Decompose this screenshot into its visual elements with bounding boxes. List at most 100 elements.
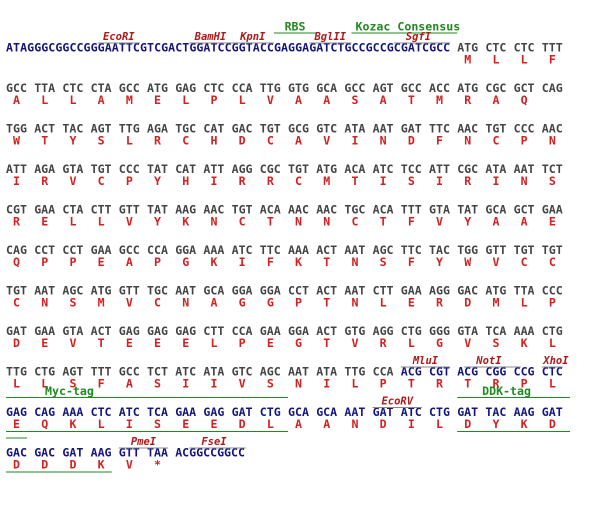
amino-acid: D (239, 417, 246, 431)
amino-acid: N (351, 296, 358, 310)
amino-acid: N (380, 134, 387, 148)
codon: GAA (34, 324, 55, 338)
amino-acid: L (13, 377, 20, 391)
codon: AGT (373, 81, 394, 95)
codon: AGA (147, 122, 168, 136)
amino-acid: F (98, 377, 105, 391)
amino-acid: S (267, 377, 274, 391)
amino-acid: P (41, 255, 48, 269)
amino-acid: E (549, 215, 556, 229)
amino-acid: T (323, 296, 330, 310)
codon: GTA (62, 162, 83, 176)
codon: ACA (260, 203, 281, 217)
amino-acid: A (295, 417, 302, 431)
amino-acid: L (126, 134, 133, 148)
codon: TAC (62, 122, 83, 136)
codon: GTC (232, 365, 253, 379)
amino-acid: P (210, 93, 217, 107)
codon: TTG (344, 365, 365, 379)
amino-acid: T (351, 174, 358, 188)
amino-acid: Q (41, 417, 48, 431)
amino-acid: E (41, 215, 48, 229)
amino-acid: * (154, 458, 161, 472)
amino-acid: A (380, 93, 387, 107)
codon: AAG (175, 203, 196, 217)
codon: ATG (457, 81, 478, 95)
codon: TTC (429, 122, 450, 136)
codon: TGT (485, 122, 506, 136)
amino-acid: A (492, 215, 499, 229)
codon: AGC (373, 243, 394, 257)
codon: GAT (6, 324, 27, 338)
amino-acid: T (323, 336, 330, 350)
amino-acid: I (13, 174, 20, 188)
amino-acid: A (126, 255, 133, 269)
codon: ATA (344, 122, 365, 136)
amino-acid: G (295, 336, 302, 350)
amino-acid: A (126, 377, 133, 391)
codon: ATC (175, 365, 196, 379)
amino-acid: L (69, 93, 76, 107)
codon: CCT (34, 243, 55, 257)
codon: CCA (373, 365, 394, 379)
amino-acid: D (464, 296, 471, 310)
codon: CTG (34, 365, 55, 379)
amino-acid: D (239, 134, 246, 148)
amino-acid: L (549, 336, 556, 350)
codon: CGC (485, 81, 506, 95)
amino-acid: C (549, 255, 556, 269)
codon: ATG (91, 284, 112, 298)
amino-acid: L (69, 215, 76, 229)
codon: CTG (429, 405, 450, 419)
amino-acid: S (98, 134, 105, 148)
amino-acid: C (154, 296, 161, 310)
amino-acid: L (351, 377, 358, 391)
amino-acid: T (98, 336, 105, 350)
amino-acid: I (408, 417, 415, 431)
codon: TTA (514, 284, 535, 298)
codon: GAG (147, 324, 168, 338)
codon: AGA (34, 162, 55, 176)
codon: ATA (485, 162, 506, 176)
codon: ATC (232, 243, 253, 257)
codon: ATT (203, 162, 224, 176)
codon: TGC (175, 122, 196, 136)
codon: GGA (232, 284, 253, 298)
amino-acid: P (549, 296, 556, 310)
amino-acid: R (267, 174, 274, 188)
amino-acid: P (69, 255, 76, 269)
amino-acid: F (408, 215, 415, 229)
codon: TAA (147, 446, 168, 460)
codon: GAG (175, 324, 196, 338)
codon: ACT (316, 324, 337, 338)
amino-acid: P (126, 174, 133, 188)
codon: TGT (91, 162, 112, 176)
amino-acid: I (210, 377, 217, 391)
amino-acid: K (182, 215, 189, 229)
amino-acid: L (210, 336, 217, 350)
site-label: BglII (313, 31, 346, 43)
codon: CTT (373, 284, 394, 298)
site-label: EcoRV (381, 396, 413, 408)
amino-acid: K (210, 255, 217, 269)
amino-acid: M (492, 296, 499, 310)
codon: ACT (34, 122, 55, 136)
codon: CCA (232, 81, 253, 95)
codon: AAC (457, 122, 478, 136)
codon: GTT (119, 446, 140, 460)
amino-acid: V (436, 215, 443, 229)
codon: ATG (485, 284, 506, 298)
codon: ATG (316, 162, 337, 176)
codon: GAC (232, 122, 253, 136)
codon: TGT (6, 284, 27, 298)
codon: TCT (147, 365, 168, 379)
codon: ACT (91, 324, 112, 338)
amino-acid: I (436, 174, 443, 188)
codon: AAC (288, 203, 309, 217)
codon: CTA (91, 81, 112, 95)
amino-acid: G (182, 255, 189, 269)
codon: CGG (485, 365, 506, 379)
amino-acid: D (69, 458, 76, 472)
codon: ATA (203, 365, 224, 379)
amino-acid: N (351, 417, 358, 431)
